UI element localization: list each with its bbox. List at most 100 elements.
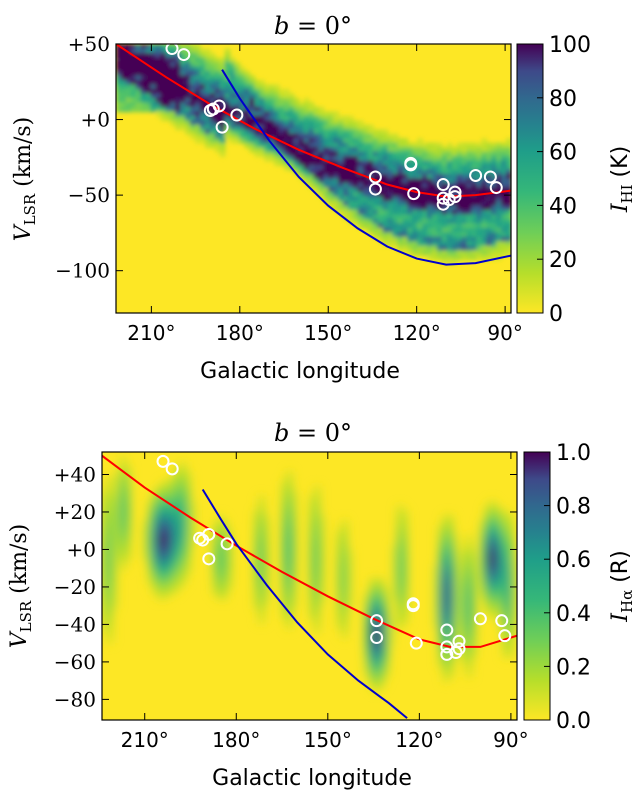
hi-y-ticks: +50 +0 −50 −100: [55, 32, 511, 283]
hi-ylabel: VLSR (km/s): [11, 117, 39, 241]
marker-point: [230, 108, 244, 122]
marker-point: [440, 623, 454, 637]
halpha-title-var: b: [274, 419, 289, 447]
colorbar-tick-label: 0.2: [556, 655, 591, 680]
hi-panel: b = 0° 210° 180° 150° 120° 90° +50+0−50−100 …: [11, 12, 636, 384]
hi-cb-main: I: [608, 202, 633, 213]
y-tick-label: +0: [81, 108, 110, 132]
halpha-title-rest: = 0°: [289, 419, 352, 447]
halpha-panel: b = 0° 210° 180° 150° 120° 90° +40 +20 +0 −20 −4…: [7, 419, 636, 791]
marker-point: [440, 647, 454, 661]
x-tick-label: 120°: [393, 321, 441, 345]
hi-colorbar: [516, 43, 544, 314]
y-tick-label: +40: [54, 462, 96, 486]
marker-point: [448, 185, 462, 199]
hi-cb-sub: HI: [618, 184, 636, 203]
hi-ylabel-unit: (km/s): [11, 117, 36, 194]
marker-point: [498, 629, 512, 643]
y-tick-label: −40: [54, 612, 96, 636]
marker-point: [370, 614, 384, 628]
colorbar-tick-label: 0.6: [556, 548, 591, 573]
colorbar-tick-label: 1.0: [556, 441, 591, 466]
hi-red-curve: [116, 44, 511, 198]
y-tick-label: +0: [67, 537, 96, 561]
colorbar-tick-label: 0.4: [556, 602, 591, 627]
y-tick-label: −60: [54, 650, 96, 674]
x-tick-label: 210°: [121, 728, 169, 752]
x-tick-label: 180°: [216, 321, 264, 345]
hi-title-rest: = 0°: [289, 12, 352, 40]
halpha-colorbar-label: IHα (R): [608, 550, 636, 622]
marker-point: [370, 631, 384, 645]
y-tick-label: −80: [54, 687, 96, 711]
marker-point: [156, 454, 170, 468]
marker-point: [436, 178, 450, 192]
x-tick-label: 150°: [304, 728, 352, 752]
halpha-cb-main: I: [608, 612, 633, 623]
hi-markers: [165, 44, 503, 211]
marker-point: [368, 182, 382, 196]
hi-colorbar-ticks: 0 20 40 60 80 100: [537, 33, 591, 327]
hi-title: b = 0°: [274, 12, 352, 40]
colorbar-tick-label: 0: [549, 302, 563, 327]
marker-point: [495, 614, 509, 628]
marker-point: [212, 99, 226, 113]
halpha-ylabel-sub: LSR: [17, 600, 35, 632]
marker-point: [407, 187, 421, 201]
marker-point: [406, 599, 420, 613]
marker-point: [368, 170, 382, 184]
halpha-ylabel-main: V: [7, 630, 32, 648]
marker-point: [440, 640, 454, 654]
hi-heatmap: [116, 44, 511, 265]
marker-point: [409, 636, 423, 650]
hi-ylabel-main: V: [11, 223, 36, 241]
x-tick-label: 210°: [127, 321, 175, 345]
colorbar-tick-label: 40: [549, 194, 577, 219]
marker-point: [215, 120, 229, 134]
colorbar-tick-label: 0.0: [556, 709, 591, 734]
marker-point: [448, 190, 462, 204]
colorbar-tick-label: 60: [549, 141, 577, 166]
marker-point: [165, 462, 179, 476]
halpha-y-ticks: +40 +20 +0 −20 −40 −60 −80: [54, 462, 517, 711]
halpha-ylabel-unit: (km/s): [7, 524, 32, 601]
marker-point: [202, 552, 216, 566]
hi-xlabel: Galactic longitude: [200, 359, 400, 384]
halpha-x-ticks: 210° 180° 150° 120° 90°: [121, 452, 529, 752]
y-tick-label: +50: [68, 32, 110, 56]
hi-cb-unit: (K): [608, 146, 633, 185]
hi-plot-frame: [115, 43, 512, 314]
marker-point: [452, 642, 466, 656]
marker-point: [202, 527, 216, 541]
hi-colorbar-label: IHI (K): [608, 146, 636, 213]
hi-blue-curve: [221, 69, 511, 266]
marker-point: [449, 646, 463, 660]
hi-x-ticks: 210° 180° 150° 120° 90°: [127, 44, 523, 345]
x-tick-label: 180°: [212, 728, 260, 752]
hi-title-var: b: [274, 12, 289, 40]
marker-point: [452, 634, 466, 648]
x-tick-label: 120°: [395, 728, 443, 752]
marker-point: [483, 170, 497, 184]
x-tick-label: 150°: [304, 321, 352, 345]
y-tick-label: +20: [54, 500, 96, 524]
x-tick-label: 90°: [487, 321, 522, 345]
halpha-ylabel: VLSR (km/s): [7, 524, 35, 648]
halpha-cb-unit: (R): [608, 550, 633, 589]
halpha-colorbar-ticks: 0.0 0.2 0.4 0.6 0.8 1.0: [544, 441, 591, 734]
halpha-title: b = 0°: [274, 419, 352, 447]
y-tick-label: −50: [68, 183, 110, 207]
y-tick-label: −100: [55, 259, 110, 283]
halpha-markers: [156, 454, 512, 661]
halpha-plot-frame: [101, 451, 518, 721]
colorbar-tick-label: 20: [549, 248, 577, 273]
x-tick-label: 90°: [493, 728, 528, 752]
y-tick-label: −20: [54, 575, 96, 599]
colorbar-tick-label: 80: [549, 87, 577, 112]
colorbar-tick-label: 0.8: [556, 495, 591, 520]
marker-point: [469, 168, 483, 182]
marker-point: [165, 44, 179, 56]
halpha-cb-sub: Hα: [618, 590, 636, 613]
marker-point: [404, 158, 418, 172]
